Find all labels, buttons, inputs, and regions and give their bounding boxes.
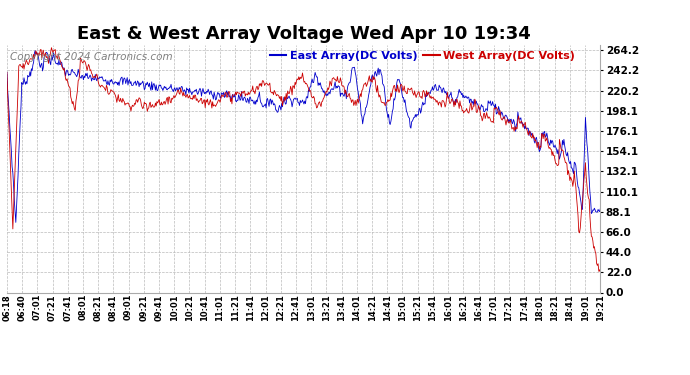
Legend: East Array(DC Volts), West Array(DC Volts): East Array(DC Volts), West Array(DC Volt…	[270, 51, 575, 60]
Title: East & West Array Voltage Wed Apr 10 19:34: East & West Array Voltage Wed Apr 10 19:…	[77, 26, 531, 44]
Text: Copyright 2024 Cartronics.com: Copyright 2024 Cartronics.com	[10, 53, 172, 62]
